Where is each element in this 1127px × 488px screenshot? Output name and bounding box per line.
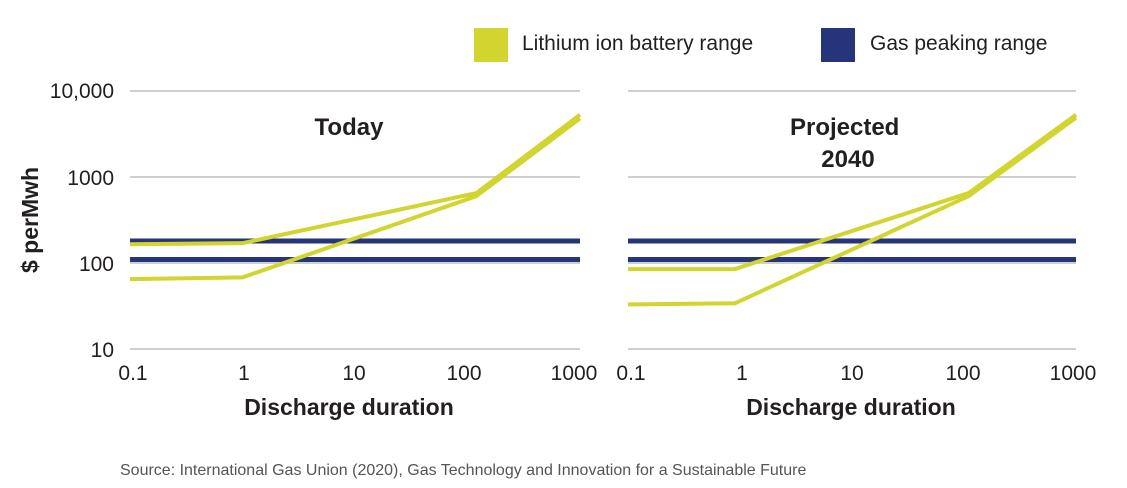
x-tick-label: 0.1 [118, 362, 147, 385]
x-tick-label: 1 [736, 362, 748, 385]
panel-title-line: Projected [790, 114, 899, 141]
y-axis-ticks: 10,000 1000 100 10 [50, 80, 114, 362]
battery-range-line [628, 113, 1078, 272]
x-tick-label: 0.1 [616, 362, 645, 385]
x-tick-label: 100 [446, 362, 481, 385]
x-tick-label: 1000 [1050, 362, 1097, 385]
x-axis-label: Discharge duration [746, 394, 956, 420]
y-tick-label: 10 [91, 339, 114, 362]
x-tick-label: 10 [840, 362, 863, 385]
grid-lines [628, 90, 1076, 350]
battery-range-line [129, 116, 582, 282]
x-axis-label: Discharge duration [244, 394, 454, 420]
series-lines [627, 113, 1078, 307]
y-tick-label: 10,000 [50, 80, 114, 103]
x-tick-label: 10 [342, 362, 365, 385]
x-axis-ticks: 0.1 1 10 100 1000 [118, 362, 597, 385]
panel-today: Today 0.1 1 10 100 1000 Discharge durati… [118, 90, 597, 420]
legend-swatch-gas [821, 28, 855, 62]
y-axis-label: $ perMwh [17, 167, 43, 273]
series-lines [129, 113, 582, 282]
battery-range-line [627, 116, 1078, 307]
grid-lines [130, 90, 580, 350]
legend-swatch-battery [474, 28, 508, 62]
discharge-cost-chart: Lithium ion battery range Gas peaking ra… [17, 28, 1096, 420]
panel-projected-2040: Projected 2040 0.1 1 10 100 1000 Dischar… [616, 90, 1096, 420]
y-tick-label: 100 [79, 253, 114, 276]
battery-range-line [129, 113, 582, 247]
x-tick-label: 100 [945, 362, 980, 385]
legend-label-battery: Lithium ion battery range [522, 32, 753, 55]
y-tick-label: 1000 [67, 167, 114, 190]
source-note: Source: International Gas Union (2020), … [120, 462, 807, 479]
x-axis-ticks: 0.1 1 10 100 1000 [616, 362, 1096, 385]
panel-title-projected: Projected 2040 [790, 114, 906, 173]
x-tick-label: 1000 [551, 362, 598, 385]
legend-label-gas: Gas peaking range [870, 32, 1047, 55]
x-tick-label: 1 [238, 362, 250, 385]
panel-title-today: Today [315, 114, 385, 141]
panel-title-line: 2040 [821, 146, 874, 173]
legend: Lithium ion battery range Gas peaking ra… [474, 28, 1047, 62]
